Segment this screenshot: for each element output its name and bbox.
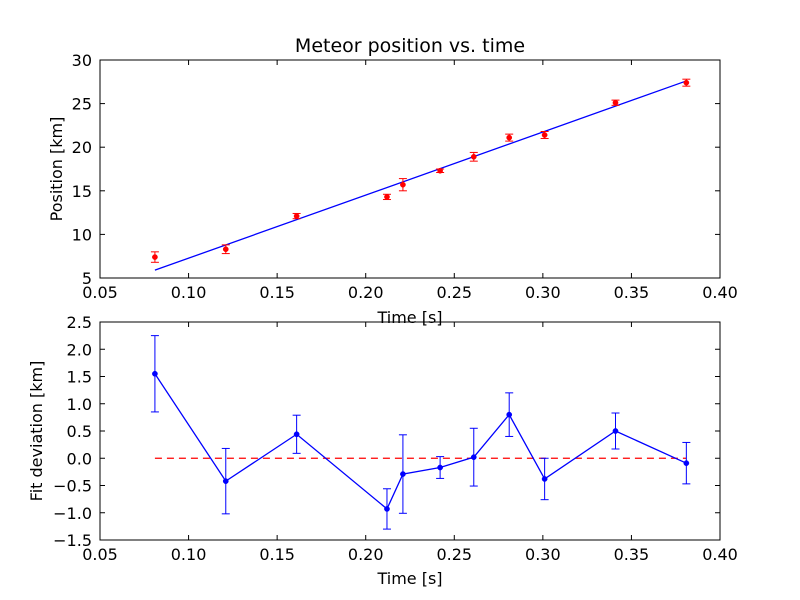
- data-point: [437, 464, 443, 471]
- y-axis-ticks: 5 10 15 20 25 30: [72, 51, 720, 288]
- plot-marks: [150, 78, 691, 271]
- data-point: [400, 181, 406, 188]
- y-tick-label: 30: [72, 51, 92, 70]
- plot-marks: [150, 335, 691, 530]
- data-point: [222, 478, 229, 484]
- y-tick-label: 2.0: [67, 340, 92, 359]
- y-axis-ticks: −1.5 −1.0 −0.5 0.0 0.5 1.0 1.5 2.0 2.5: [53, 313, 720, 550]
- data-point: [384, 194, 390, 200]
- data-point: [152, 254, 158, 260]
- x-axis-label: Time [s]: [376, 308, 442, 327]
- y-tick-label: −1.5: [53, 531, 92, 550]
- data-point: [683, 460, 690, 467]
- x-tick-label: 0.30: [525, 283, 561, 302]
- data-point: [541, 476, 548, 482]
- x-tick-label: 0.20: [348, 283, 384, 302]
- y-tick-label: 25: [72, 95, 92, 114]
- data-point: [293, 213, 300, 219]
- data-point: [506, 411, 513, 418]
- data-point: [384, 506, 390, 512]
- y-tick-label: 20: [72, 138, 92, 157]
- data-point: [400, 471, 406, 477]
- data-point: [470, 454, 477, 461]
- data-point: [152, 370, 158, 377]
- data-point: [437, 167, 443, 174]
- y-tick-label: −1.0: [53, 504, 92, 523]
- x-tick-label: 0.05: [82, 283, 118, 302]
- y-axis-label: Fit deviation [km]: [27, 361, 46, 502]
- data-point: [683, 79, 690, 86]
- y-tick-label: 1.0: [67, 395, 92, 414]
- y-tick-label: 2.5: [67, 313, 92, 332]
- data-point: [612, 428, 619, 434]
- y-tick-label: 5: [82, 269, 92, 288]
- x-tick-label: 0.35: [614, 283, 650, 302]
- data-point: [612, 99, 619, 106]
- y-tick-label: 0.5: [67, 422, 92, 441]
- chart-title: Meteor position vs. time: [295, 35, 525, 57]
- deviation-chart: 0.05 0.10 0.15 0.20 0.25 0.30 0.35 0.40 −1.5−1.…: [27, 313, 738, 588]
- x-axis-label: Time [s]: [376, 569, 442, 588]
- x-tick-label: 0.25: [436, 545, 472, 564]
- y-tick-label: 15: [72, 182, 92, 201]
- x-tick-label: 0.20: [348, 545, 384, 564]
- x-axis-ticks: 0.05 0.10 0.15 0.20 0.25 0.30 0.35 0.40: [82, 322, 738, 564]
- data-point: [541, 132, 548, 138]
- fit-line: [154, 80, 687, 271]
- y-tick-label: −0.5: [53, 477, 92, 496]
- data-point: [222, 246, 229, 253]
- position-chart: Meteor position vs. time 0.05 0.10 0.15 0.2…: [47, 35, 738, 327]
- y-tick-label: 0.0: [67, 449, 92, 468]
- y-tick-label: 1.5: [67, 368, 92, 387]
- x-tick-label: 0.10: [171, 283, 207, 302]
- y-axis-label: Position [km]: [47, 117, 66, 222]
- x-tick-label: 0.40: [702, 545, 738, 564]
- x-tick-label: 0.35: [614, 545, 650, 564]
- x-tick-label: 0.05: [82, 545, 118, 564]
- x-tick-label: 0.25: [436, 283, 472, 302]
- plot-area-frame: [99, 59, 721, 279]
- x-tick-label: 0.10: [171, 545, 207, 564]
- x-tick-label: 0.40: [702, 283, 738, 302]
- x-axis-ticks: 0.05 0.10 0.15 0.20 0.25 0.30 0.35 0.40: [82, 60, 738, 302]
- data-point: [293, 431, 300, 438]
- x-tick-label: 0.15: [259, 283, 295, 302]
- x-tick-label: 0.15: [259, 545, 295, 564]
- x-tick-label: 0.30: [525, 545, 561, 564]
- data-point: [506, 134, 513, 141]
- data-point: [470, 153, 477, 160]
- y-tick-label: 10: [72, 225, 92, 244]
